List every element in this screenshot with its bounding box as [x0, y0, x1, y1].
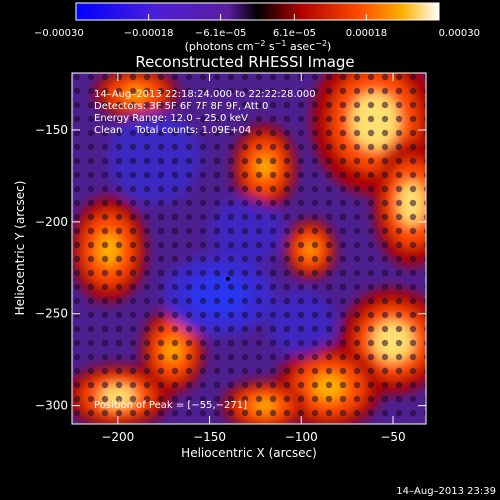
heatmap-image: [72, 73, 426, 424]
axis-ticks: −200 −150 −100 −50 −150 −200 −250 −300: [35, 73, 426, 444]
colorbar-tick-label: 0.00018: [346, 28, 387, 39]
plot-frame: [71, 72, 427, 425]
colorbar-ticks: −0.00030 −0.00018 −6.1e−05 6.1e−05 0.00018 0.…: [34, 14, 480, 39]
y-tick-label: −250: [35, 307, 68, 321]
peak-marker: [225, 276, 230, 281]
colorbar-tick-label: −0.00018: [124, 28, 174, 39]
info-energy-range: Energy Range: 12.0 – 25.0 keV: [94, 113, 248, 124]
info-time-range: 14–Aug–2013 22:18:24.000 to 22:22:28.000: [94, 89, 316, 100]
colorbar-tick-label: 0.00030: [439, 28, 480, 39]
y-tick-label: −300: [35, 399, 68, 413]
x-tick-label: −200: [101, 430, 134, 444]
x-tick-label: −50: [380, 430, 405, 444]
colorbar-units: (photons cm−2 s−1 asec−2): [185, 39, 332, 53]
y-tick-label: −200: [35, 215, 68, 229]
x-tick-label: −100: [285, 430, 318, 444]
colorbar: [75, 2, 440, 21]
x-tick-label: −150: [193, 430, 226, 444]
chart-title: Reconstructed RHESSI Image: [135, 53, 354, 71]
footer-timestamp: 14–Aug–2013 23:39: [396, 486, 496, 497]
peak-position-label: Position of Peak = [−55,−271]: [94, 400, 247, 411]
info-clean-counts: Clean Total counts: 1.09E+04: [94, 125, 251, 136]
colorbar-tick-label: 6.1e−05: [273, 28, 316, 39]
colorbar-tick-label: −6.1e−05: [195, 28, 247, 39]
y-axis-label: Heliocentric Y (arcsec): [13, 181, 27, 316]
info-detectors: Detectors: 3F 5F 6F 7F 8F 9F, Att 0: [94, 101, 268, 112]
y-tick-label: −150: [35, 123, 68, 137]
colorbar-tick-label: −0.00030: [34, 28, 84, 39]
x-axis-label: Heliocentric X (arcsec): [181, 446, 317, 460]
heatmap-texture: [72, 73, 426, 424]
